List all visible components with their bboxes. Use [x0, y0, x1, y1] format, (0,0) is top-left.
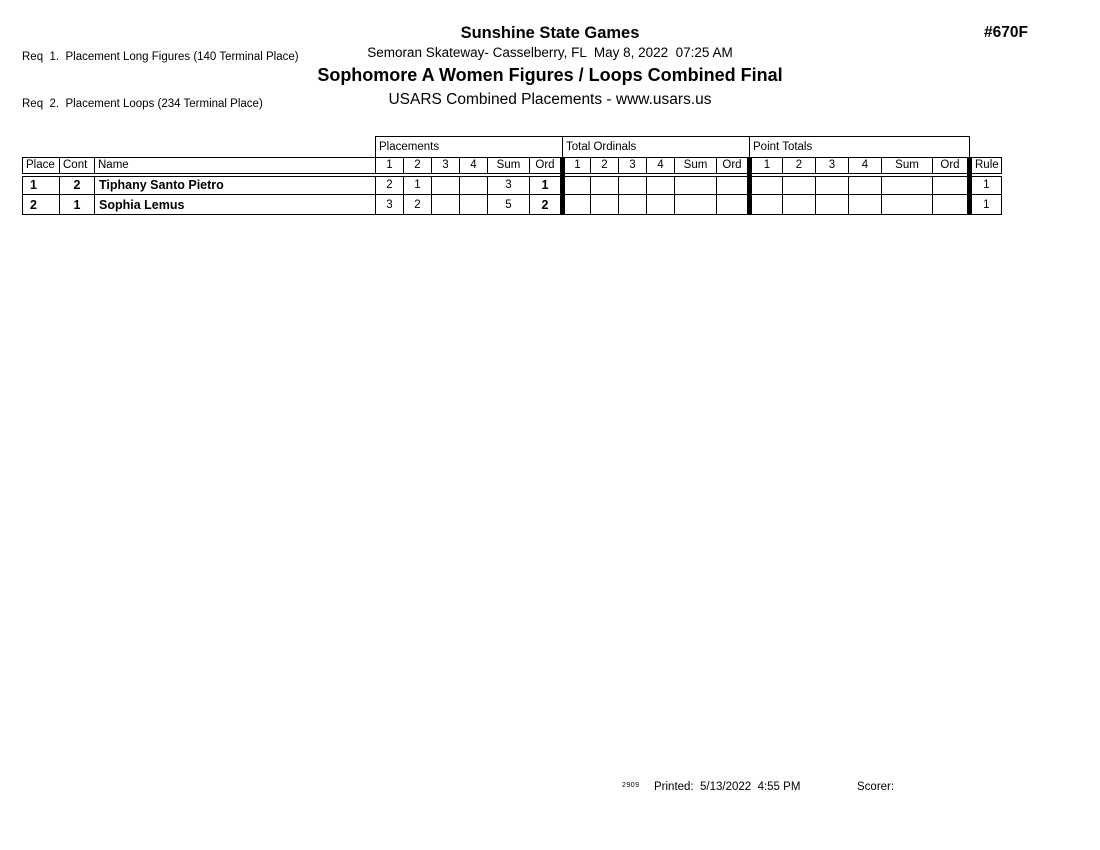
col-header: 3 [815, 157, 849, 177]
placement-cell [431, 174, 460, 195]
group-header-total-ordinals: Total Ordinals [562, 136, 750, 158]
placement-cell: 2 [375, 174, 404, 195]
point-total-cell [747, 194, 783, 215]
rule-cell: 1 [967, 174, 1002, 195]
col-header-ord: Ord [716, 157, 750, 177]
col-header-ord: Ord [529, 157, 563, 177]
requirement-line: Req 1. Placement Long Figures (140 Termi… [22, 51, 299, 63]
results-table: Placements Total Ordinals Point Totals P… [22, 136, 1002, 215]
col-header: 1 [747, 157, 783, 177]
placement-cell [431, 194, 460, 215]
col-header-sum: Sum [487, 157, 530, 177]
ordinal-cell: 1 [529, 174, 563, 195]
col-header-sum: Sum [881, 157, 933, 177]
games-title: Sunshine State Games [460, 24, 640, 42]
col-header: 2 [590, 157, 619, 177]
point-total-cell [782, 194, 816, 215]
table-row: 1 2 Tiphany Santo Pietro 2 1 3 1 1 [22, 174, 1002, 195]
placement-cell: 1 [403, 174, 432, 195]
rule-cell: 1 [967, 194, 1002, 215]
placements-subtitle: USARS Combined Placements - www.usars.us [388, 91, 712, 108]
group-header-spacer [23, 137, 376, 158]
ordinal-cell [932, 174, 970, 195]
contestant-number-cell: 2 [59, 174, 95, 195]
printed-timestamp: Printed: 5/13/2022 4:55 PM [654, 781, 801, 793]
point-total-cell [782, 174, 816, 195]
ordinal-cell: 2 [529, 194, 563, 215]
place-cell: 1 [22, 174, 60, 195]
sum-cell [674, 174, 717, 195]
skater-name-cell: Tiphany Santo Pietro [94, 174, 376, 195]
placement-cell [459, 174, 488, 195]
total-ordinal-cell [590, 194, 619, 215]
point-total-cell [815, 194, 849, 215]
page-footer: 2909 Printed: 5/13/2022 4:55 PM Scorer: [0, 781, 1100, 801]
contestant-number-cell: 1 [59, 194, 95, 215]
sum-cell [881, 194, 933, 215]
requirements-block: Req 1. Placement Long Figures (140 Termi… [22, 19, 299, 143]
point-total-cell [747, 174, 783, 195]
scorer-label: Scorer: [857, 781, 895, 793]
ordinal-cell [716, 194, 750, 215]
point-total-cell [848, 174, 882, 195]
column-header-row: Place Cont Name 1 2 3 4 Sum Ord 1 2 3 4 … [22, 157, 1002, 177]
sum-cell [674, 194, 717, 215]
event-title: Sophomore A Women Figures / Loops Combin… [317, 65, 783, 85]
ordinal-cell [932, 194, 970, 215]
venue-datetime-line: Semoran Skateway- Casselberry, FL May 8,… [367, 45, 733, 60]
event-number: #670F [984, 24, 1028, 41]
place-cell: 2 [22, 194, 60, 215]
table-row: 2 1 Sophia Lemus 3 2 5 2 1 [22, 194, 1002, 215]
col-header-rule: Rule [967, 157, 1002, 177]
print-code: 2909 [622, 782, 640, 789]
col-header: 1 [375, 157, 404, 177]
point-total-cell [848, 194, 882, 215]
placement-cell: 3 [375, 194, 404, 215]
total-ordinal-cell [590, 174, 619, 195]
sum-cell [881, 174, 933, 195]
col-header: 2 [782, 157, 816, 177]
sum-cell: 5 [487, 194, 530, 215]
col-header-sum: Sum [674, 157, 717, 177]
requirement-line: Req 2. Placement Loops (234 Terminal Pla… [22, 97, 263, 110]
ordinal-cell [716, 174, 750, 195]
col-header-name: Name [94, 157, 376, 177]
col-header-ord: Ord [932, 157, 970, 177]
group-header-point-totals: Point Totals [749, 136, 970, 158]
col-header-place: Place [22, 157, 60, 177]
total-ordinal-cell [560, 174, 591, 195]
group-header-row: Placements Total Ordinals Point Totals [23, 136, 1002, 158]
col-header: 4 [646, 157, 675, 177]
col-header-cont: Cont [59, 157, 95, 177]
col-header: 1 [560, 157, 591, 177]
col-header: 3 [431, 157, 460, 177]
total-ordinal-cell [560, 194, 591, 215]
placement-cell [459, 194, 488, 215]
placement-cell: 2 [403, 194, 432, 215]
col-header: 2 [403, 157, 432, 177]
document-header: Sunshine State Games Semoran Skateway- C… [0, 23, 1100, 111]
total-ordinal-cell [618, 194, 647, 215]
total-ordinal-cell [618, 174, 647, 195]
total-ordinal-cell [646, 194, 675, 215]
col-header: 3 [618, 157, 647, 177]
col-header: 4 [848, 157, 882, 177]
total-ordinal-cell [646, 174, 675, 195]
group-header-spacer [970, 137, 1002, 158]
col-header: 4 [459, 157, 488, 177]
skater-name-cell: Sophia Lemus [94, 194, 376, 215]
group-header-placements: Placements [375, 136, 563, 158]
point-total-cell [815, 174, 849, 195]
sum-cell: 3 [487, 174, 530, 195]
